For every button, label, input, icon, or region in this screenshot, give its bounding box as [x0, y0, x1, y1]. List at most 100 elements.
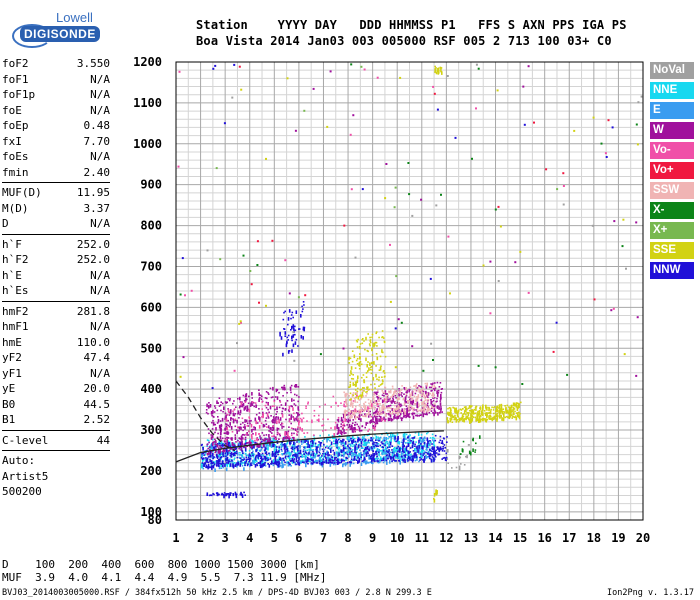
echo-point — [382, 442, 384, 445]
echo-point — [396, 453, 399, 458]
echo-point — [520, 401, 522, 404]
echo-point — [432, 388, 435, 390]
echo-point — [351, 410, 354, 415]
echo-point — [345, 400, 347, 404]
echo-point — [217, 455, 219, 457]
echo-point — [346, 420, 349, 422]
echo-point — [220, 456, 223, 458]
echo-point — [358, 399, 361, 401]
echo-point — [218, 462, 220, 467]
echo-point — [349, 443, 351, 445]
echo-point — [462, 413, 465, 415]
echo-point — [382, 400, 384, 402]
echo-point — [458, 465, 461, 468]
echo-point — [178, 70, 181, 73]
echo-point — [248, 449, 251, 452]
logo-swoosh — [12, 24, 52, 48]
echo-point — [437, 67, 440, 72]
echo-point — [291, 335, 293, 340]
echo-point — [275, 446, 277, 450]
echo-point — [375, 400, 378, 402]
echo-point — [289, 463, 291, 465]
echo-point — [468, 444, 470, 446]
parameter-name: MUF(D) — [2, 186, 42, 199]
echo-point — [265, 157, 267, 160]
echo-point — [293, 359, 296, 362]
echo-point — [403, 448, 406, 450]
echo-point — [212, 409, 214, 414]
echo-point — [287, 435, 289, 440]
echo-point — [232, 453, 234, 455]
echo-point — [376, 442, 378, 444]
echo-point — [340, 458, 343, 463]
echo-point — [493, 415, 496, 420]
echo-point — [393, 454, 396, 456]
echo-point — [289, 443, 291, 446]
echo-point — [337, 458, 339, 462]
echo-point — [356, 346, 359, 348]
echo-point — [435, 456, 437, 458]
echo-point — [318, 441, 320, 443]
echo-point — [411, 345, 414, 348]
echo-point — [482, 406, 484, 410]
echo-point — [380, 420, 382, 422]
echo-point — [298, 420, 301, 422]
echo-point — [286, 392, 288, 394]
echo-point — [344, 393, 347, 396]
echo-point — [312, 87, 315, 90]
echo-point — [376, 405, 379, 408]
echo-point — [513, 402, 516, 407]
echo-point — [423, 442, 426, 445]
echo-point — [287, 462, 290, 467]
echo-point — [278, 450, 280, 452]
echo-point — [372, 401, 375, 403]
echo-point — [388, 441, 391, 444]
echo-point — [235, 452, 238, 455]
echo-point — [211, 448, 213, 451]
echo-point — [372, 425, 374, 429]
echo-point — [373, 407, 375, 409]
echo-point — [285, 461, 288, 464]
echo-point — [496, 89, 499, 92]
echo-point — [219, 431, 222, 436]
echo-point — [411, 401, 414, 406]
echo-point — [297, 296, 300, 299]
echo-point — [636, 316, 639, 319]
echo-point — [505, 406, 507, 411]
echo-point — [518, 411, 520, 414]
echo-point — [518, 402, 520, 405]
echo-point — [352, 392, 355, 394]
echo-point — [270, 415, 272, 417]
echo-point — [234, 491, 237, 496]
echo-point — [311, 457, 314, 460]
echo-point — [432, 443, 435, 446]
echo-point — [336, 419, 339, 421]
echo-point — [245, 460, 248, 463]
echo-point — [275, 452, 278, 455]
echo-point — [306, 458, 308, 461]
echo-point — [367, 333, 369, 335]
echo-point — [258, 301, 260, 304]
echo-point — [473, 408, 475, 411]
echo-point — [400, 417, 403, 422]
echo-point — [226, 441, 228, 444]
echo-point — [338, 441, 341, 443]
echo-point — [221, 445, 224, 447]
echo-point — [377, 460, 379, 462]
echo-point — [203, 463, 205, 467]
echo-point — [364, 348, 366, 351]
echo-point — [361, 342, 364, 345]
echo-point — [422, 413, 425, 418]
echo-point — [393, 206, 396, 209]
echo-point — [371, 443, 374, 445]
echo-point — [297, 409, 300, 411]
echo-point — [420, 437, 423, 439]
echo-point — [361, 376, 363, 379]
echo-point — [259, 417, 261, 421]
echo-point — [214, 438, 216, 441]
echo-point — [414, 385, 416, 387]
echo-point — [236, 419, 238, 424]
echo-point — [428, 457, 431, 460]
echo-point — [450, 409, 452, 412]
echo-point — [407, 450, 410, 455]
